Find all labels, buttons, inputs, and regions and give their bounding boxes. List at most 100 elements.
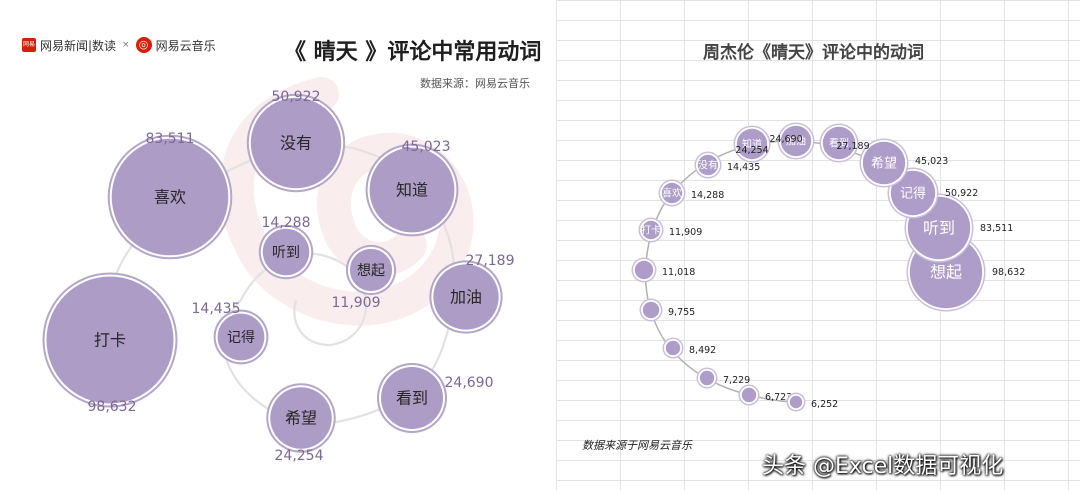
left-bubble-item-6: 看到 24,690 bbox=[376, 362, 494, 434]
bubble-mark bbox=[699, 370, 715, 386]
left-bubble-item-4: 知道 45,023 bbox=[365, 139, 459, 237]
left-bubble-item-7: 希望 24,254 bbox=[266, 383, 336, 464]
right-chart-title: 周杰伦《晴天》评论中的动词 bbox=[703, 43, 924, 63]
bubble-mark bbox=[369, 147, 455, 233]
right-category-label: 知道 bbox=[742, 138, 762, 151]
left-value-label: 45,023 bbox=[402, 139, 451, 155]
right-value-label: 11,909 bbox=[669, 227, 702, 238]
right-bubble-item-12: 9,755 bbox=[639, 298, 695, 322]
right-category-label: 听到 bbox=[923, 219, 955, 238]
bubble-mark bbox=[641, 220, 661, 240]
bubble-mark bbox=[661, 182, 683, 204]
right-chart-source: 数据来源于网易云音乐 bbox=[582, 439, 692, 452]
left-value-label: 14,435 bbox=[192, 301, 241, 317]
right-value-label: 24,254 bbox=[735, 145, 768, 156]
left-category-label: 希望 bbox=[285, 409, 317, 428]
left-bubble-item-9: 听到 14,288 bbox=[258, 215, 314, 280]
left-value-label: 50,922 bbox=[272, 89, 321, 105]
bubble-mark bbox=[862, 141, 906, 185]
bubble-mark bbox=[741, 387, 757, 403]
right-bubble-item-9: 喜欢 14,288 bbox=[658, 179, 724, 207]
bubble-mark bbox=[433, 264, 499, 330]
bubble-mark bbox=[270, 387, 332, 449]
bubble-mark bbox=[380, 366, 444, 430]
watermark-text: 头条 @Excel数据可视化 bbox=[762, 454, 1004, 479]
bubble-mark bbox=[665, 340, 681, 356]
right-bubble-item-16: 6,252 bbox=[786, 392, 838, 412]
left-category-label: 知道 bbox=[396, 181, 428, 200]
bubble-mark bbox=[217, 313, 265, 361]
netease-news-logo-icon: 网易 bbox=[22, 38, 36, 52]
left-category-label: 听到 bbox=[272, 245, 300, 261]
right-category-label: 记得 bbox=[900, 186, 926, 202]
right-bubble-item-15: 6,723 bbox=[738, 384, 792, 406]
right-value-label: 6,252 bbox=[811, 399, 838, 410]
left-chart-title: 《 晴天 》评论中常用动词 bbox=[284, 40, 542, 65]
left-value-label: 24,254 bbox=[275, 448, 324, 464]
right-category-label: 加油 bbox=[786, 135, 806, 148]
bubble-mark bbox=[46, 276, 174, 404]
left-bubble-item-10: 想起 11,909 bbox=[332, 244, 397, 311]
left-chart-source: 数据来源：网易云音乐 bbox=[420, 77, 530, 90]
logo-separator: × bbox=[122, 40, 130, 50]
left-category-label: 打卡 bbox=[94, 331, 126, 350]
right-category-label: 看到 bbox=[829, 137, 849, 150]
left-category-label: 没有 bbox=[280, 134, 312, 153]
left-bubble-item-3: 没有 50,922 bbox=[246, 89, 346, 193]
right-bubble-item-14: 7,229 bbox=[696, 367, 750, 389]
right-category-label: 想起 bbox=[930, 263, 962, 282]
left-bubble-item-8: 记得 14,435 bbox=[192, 301, 269, 365]
left-value-label: 83,511 bbox=[146, 131, 195, 147]
left-category-label: 喜欢 bbox=[154, 188, 186, 207]
right-value-label: 83,511 bbox=[980, 223, 1013, 234]
right-category-label: 喜欢 bbox=[662, 187, 682, 200]
bubble-mark bbox=[822, 126, 856, 160]
right-bubble-item-4: 希望 45,023 bbox=[859, 138, 948, 188]
bubble-mark bbox=[780, 125, 812, 157]
right-category-label: 希望 bbox=[871, 156, 897, 172]
right-value-label: 24,690 bbox=[769, 134, 802, 145]
bubble-mark bbox=[736, 128, 768, 160]
logo-right-text: 网易云音乐 bbox=[155, 38, 216, 53]
bubble-mark bbox=[634, 260, 654, 280]
right-bubble-item-10: 打卡 11,909 bbox=[638, 217, 702, 243]
bubble-mark bbox=[262, 228, 310, 276]
bubble-mark bbox=[349, 248, 393, 292]
left-value-label: 14,288 bbox=[262, 215, 311, 231]
left-bubble-item-1: 打卡 98,632 bbox=[42, 272, 178, 415]
right-value-label: 7,229 bbox=[723, 375, 750, 386]
right-value-label: 14,288 bbox=[691, 190, 724, 201]
right-bubble-item-8: 没有 14,435 bbox=[694, 151, 760, 179]
left-bubble-item-2: 喜欢 83,511 bbox=[107, 131, 233, 260]
bubble-mark bbox=[697, 154, 719, 176]
left-category-label: 记得 bbox=[227, 329, 255, 346]
bubble-mark bbox=[250, 97, 342, 189]
right-value-label: 50,922 bbox=[945, 188, 978, 199]
right-value-label: 11,018 bbox=[662, 267, 695, 278]
left-category-label: 加油 bbox=[450, 288, 482, 307]
right-bubble-item-13: 8,492 bbox=[662, 337, 716, 359]
left-category-label: 想起 bbox=[357, 263, 385, 279]
logo-left-text: 网易新闻|数读 bbox=[40, 38, 117, 53]
right-bubble-item-11: 11,018 bbox=[631, 257, 695, 283]
music-logo-watermark-icon bbox=[219, 77, 474, 326]
right-category-label: 没有 bbox=[698, 159, 718, 172]
bubble-mark bbox=[642, 301, 660, 319]
right-value-label: 9,755 bbox=[668, 307, 695, 318]
right-value-label: 27,189 bbox=[836, 141, 869, 152]
left-value-label: 11,909 bbox=[332, 295, 381, 311]
left-value-label: 98,632 bbox=[88, 399, 137, 415]
right-value-label: 6,723 bbox=[765, 392, 792, 403]
bubble-mark bbox=[890, 170, 936, 216]
right-value-label: 14,435 bbox=[727, 162, 760, 173]
netease-music-logo-icon: ◎ bbox=[135, 37, 152, 53]
right-value-label: 8,492 bbox=[689, 345, 716, 356]
brand-logos: 网易 网易新闻|数读 × ◎ 网易云音乐 bbox=[22, 36, 216, 54]
bubble-mark bbox=[789, 395, 803, 409]
left-category-label: 看到 bbox=[396, 389, 428, 408]
right-chart-panel bbox=[556, 0, 1080, 490]
